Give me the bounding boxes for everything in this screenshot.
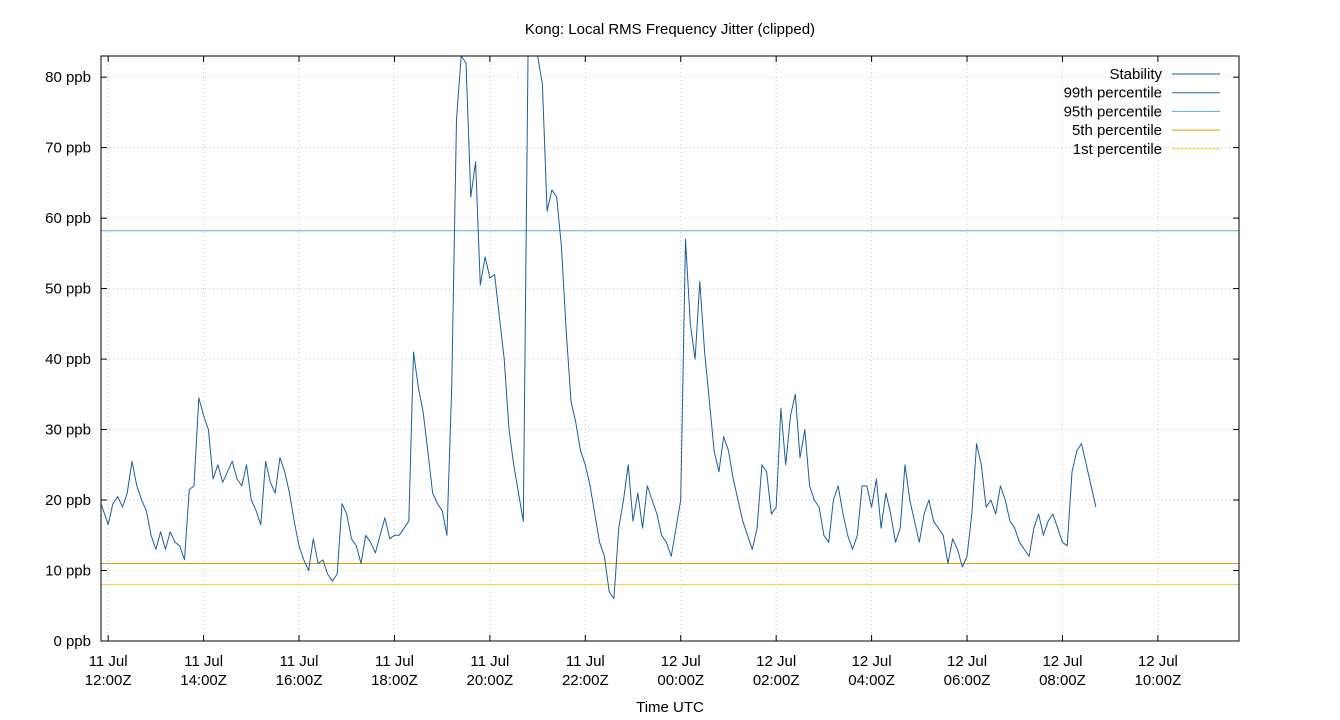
series-group (100, 55, 1097, 600)
x-tick-time-6: 00:00Z (657, 672, 704, 689)
grid-lines (101, 56, 1239, 642)
x-tick-time-3: 18:00Z (371, 672, 418, 689)
legend-label-3: 5th percentile (1072, 122, 1162, 139)
series-line-stability (100, 55, 1097, 600)
x-tick-time-1: 14:00Z (180, 672, 227, 689)
legend-label-1: 99th percentile (1064, 85, 1162, 102)
x-tick-date-7: 12 Jul (756, 653, 796, 670)
legend-label-0: Stability (1109, 66, 1162, 83)
x-tick-date-3: 11 Jul (375, 653, 414, 670)
y-tick-label-8: 80 ppb (45, 69, 91, 86)
y-tick-label-6: 60 ppb (45, 210, 91, 227)
y-tick-label-4: 40 ppb (45, 351, 91, 368)
x-tick-time-10: 08:00Z (1039, 672, 1086, 689)
legend-label-2: 95th percentile (1064, 103, 1162, 120)
x-tick-date-2: 11 Jul (280, 653, 319, 670)
x-tick-date-8: 12 Jul (852, 653, 892, 670)
y-tick-label-3: 30 ppb (45, 422, 91, 439)
x-tick-date-9: 12 Jul (947, 653, 987, 670)
y-tick-label-0: 0 ppb (53, 633, 91, 650)
x-tick-time-4: 20:00Z (467, 672, 514, 689)
percentile-lines (101, 230, 1239, 586)
chart-title: Kong: Local RMS Frequency Jitter (clippe… (525, 21, 815, 38)
x-tick-date-11: 12 Jul (1138, 653, 1178, 670)
x-tick-time-7: 02:00Z (753, 672, 800, 689)
x-axis: 11 Jul 12:00Z 11 Jul 14:00Z 11 Jul 16:00Z 11 J… (85, 56, 1181, 689)
y-tick-label-1: 10 ppb (45, 563, 91, 580)
x-axis-label: Time UTC (636, 699, 704, 716)
x-tick-time-0: 12:00Z (85, 672, 132, 689)
legend-label-4: 1st percentile (1073, 141, 1162, 158)
x-tick-time-2: 16:00Z (276, 672, 323, 689)
x-tick-date-6: 12 Jul (661, 653, 701, 670)
x-tick-time-5: 22:00Z (562, 672, 609, 689)
x-tick-date-4: 11 Jul (470, 653, 509, 670)
y-axis: 0 ppb 10 ppb 20 ppb 30 ppb 40 ppb 50 ppb 60 pp… (45, 69, 1239, 650)
x-tick-time-11: 10:00Z (1135, 672, 1182, 689)
x-tick-time-9: 06:00Z (944, 672, 991, 689)
plot-border (100, 55, 1240, 642)
y-tick-label-5: 50 ppb (45, 281, 91, 298)
x-tick-date-0: 11 Jul (89, 653, 128, 670)
x-tick-date-10: 12 Jul (1042, 653, 1082, 670)
y-tick-label-7: 70 ppb (45, 140, 91, 157)
x-tick-date-5: 11 Jul (566, 653, 605, 670)
x-tick-date-1: 11 Jul (184, 653, 223, 670)
y-tick-label-2: 20 ppb (45, 492, 91, 509)
x-tick-time-8: 04:00Z (848, 672, 895, 689)
